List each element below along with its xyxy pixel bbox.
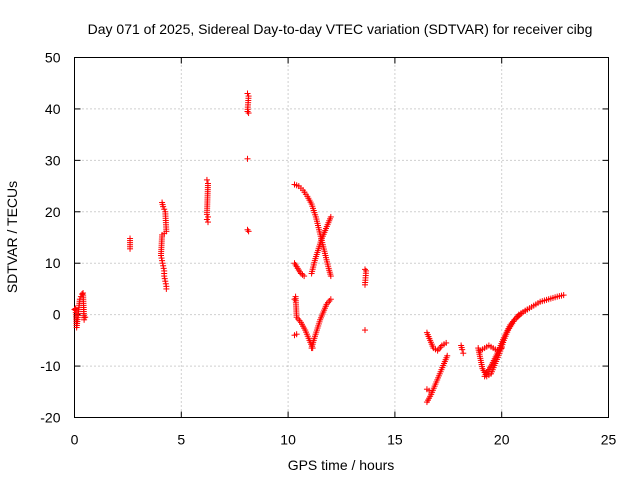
- data-point: [203, 176, 210, 183]
- x-tick-label: 0: [71, 432, 79, 448]
- series-sat-n: [423, 352, 451, 406]
- chart-title: Day 071 of 2025, Sidereal Day-to-day VTE…: [88, 21, 593, 37]
- data-point: [159, 260, 166, 267]
- data-point: [361, 266, 368, 273]
- series-sat-j: [291, 331, 300, 339]
- x-axis-label: GPS time / hours: [288, 457, 395, 473]
- data-point: [560, 292, 567, 299]
- y-tick-label: -10: [40, 358, 60, 374]
- series-sat-h: [291, 260, 308, 280]
- data-point: [459, 346, 466, 353]
- y-tick-label: -20: [40, 410, 60, 426]
- axis-ticks: 0 5 10 15 20 25 -20 -10 0 10 20 30 40 50: [40, 50, 616, 448]
- series-sat-g: [308, 213, 334, 277]
- data-point: [158, 255, 165, 262]
- series-sat-o: [423, 386, 433, 394]
- y-tick-label: 50: [45, 50, 61, 66]
- data-point: [203, 216, 210, 223]
- data-point: [162, 278, 169, 285]
- data-point: [159, 257, 166, 264]
- data-point: [78, 291, 85, 298]
- data-point: [361, 327, 368, 334]
- data-point: [444, 352, 451, 359]
- data-point: [205, 213, 211, 220]
- data-point: [245, 110, 252, 117]
- data-point: [163, 285, 170, 292]
- data-point: [162, 280, 169, 287]
- series-sat-a: [71, 290, 89, 331]
- series-sat-i: [291, 293, 316, 352]
- data-point: [203, 211, 210, 218]
- data-point: [160, 265, 167, 272]
- series-sat-k: [308, 296, 334, 352]
- y-tick-label: 40: [45, 101, 61, 117]
- data-point: [161, 275, 168, 282]
- data-point: [158, 252, 165, 259]
- data-point: [205, 219, 211, 226]
- data-point: [244, 226, 251, 233]
- series-sat-e: [244, 90, 252, 235]
- data-point: [426, 387, 433, 394]
- data-point: [127, 245, 134, 252]
- series-sat-p: [458, 342, 467, 357]
- data-point: [245, 228, 252, 235]
- data-point: [460, 350, 467, 357]
- x-tick-label: 25: [601, 432, 617, 448]
- data-point: [327, 273, 334, 280]
- series-sat-m: [423, 329, 450, 354]
- data-point: [293, 331, 300, 338]
- data-point: [361, 281, 368, 288]
- data-point: [244, 155, 251, 162]
- series-sat-c: [158, 199, 170, 292]
- data-point: [443, 339, 450, 346]
- data-point: [161, 273, 168, 280]
- y-tick-label: 0: [53, 307, 61, 323]
- data-point: [524, 306, 531, 313]
- data-point: [160, 203, 167, 210]
- x-tick-label: 5: [177, 432, 185, 448]
- x-tick-label: 20: [494, 432, 510, 448]
- data-point: [81, 316, 88, 323]
- series-sat-l: [361, 266, 370, 334]
- y-tick-label: 30: [45, 152, 61, 168]
- grid: [74, 57, 609, 418]
- data-point: [327, 296, 334, 303]
- y-tick-label: 20: [45, 204, 61, 220]
- data-point: [161, 206, 168, 213]
- data-point: [82, 314, 89, 321]
- data-point: [160, 262, 167, 269]
- plot-frame: [74, 57, 609, 418]
- y-tick-label: 10: [45, 255, 61, 271]
- series-sat-s: [481, 306, 531, 380]
- y-axis-label: SDTVAR / TECUs: [4, 181, 20, 293]
- data-point: [244, 90, 251, 97]
- data-point: [301, 273, 308, 280]
- series-sat-d: [203, 176, 211, 226]
- x-tick-label: 10: [280, 432, 296, 448]
- data-points: [71, 90, 567, 406]
- data-point: [327, 213, 334, 220]
- series-sat-b: [127, 235, 134, 252]
- x-tick-label: 15: [387, 432, 403, 448]
